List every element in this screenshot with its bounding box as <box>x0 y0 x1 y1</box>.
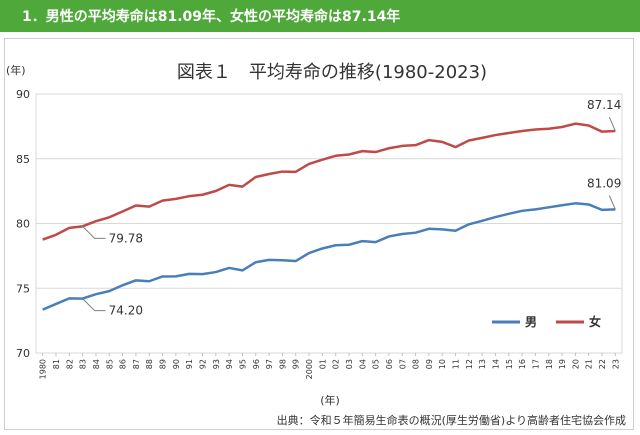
x-tick-label: 02 <box>332 359 341 369</box>
x-tick-label: 83 <box>79 359 88 369</box>
x-tick-label: 95 <box>238 359 247 369</box>
female-series-line <box>42 122 616 241</box>
y-tick-label: 80 <box>16 218 30 231</box>
x-tick-label: 17 <box>531 359 540 369</box>
x-tick-label: 18 <box>545 359 554 369</box>
source-note: 出典：令和５年簡易生命表の概況(厚生労働省)より高齢者住宅協会作成 <box>277 413 626 427</box>
annotation-leader <box>82 298 106 312</box>
x-tick-label: 92 <box>198 359 207 369</box>
male-series-line <box>42 202 616 311</box>
x-tick-label: 85 <box>105 359 114 369</box>
x-tick-label: 21 <box>585 359 594 369</box>
chart-frame <box>4 38 634 430</box>
x-tick-label: 97 <box>265 359 274 369</box>
x-tick-label: 15 <box>505 359 514 369</box>
x-axis-unit: (年) <box>320 393 340 407</box>
x-tick-label: 05 <box>372 359 381 369</box>
x-tick-label: 82 <box>65 359 74 369</box>
x-tick-label: 86 <box>119 359 128 369</box>
x-tick-label: 23 <box>611 359 620 369</box>
y-tick-label: 70 <box>16 347 30 360</box>
x-tick-label: 16 <box>518 359 527 369</box>
x-tick-label: 03 <box>345 359 354 369</box>
x-tick-label: 88 <box>145 359 154 369</box>
x-tick-label: 94 <box>225 359 234 369</box>
x-tick-label: 06 <box>385 359 394 369</box>
x-tick-label: 01 <box>318 359 327 369</box>
section-banner: 1．男性の平均寿命は81.09年、女性の平均寿命は87.14年 <box>0 0 640 32</box>
annotation-leader <box>608 116 616 132</box>
x-tick-label: 12 <box>465 359 474 369</box>
y-tick-labels: 70 75 80 85 90 <box>16 88 30 360</box>
x-tick-label: 93 <box>212 359 221 369</box>
x-tick-label: 22 <box>598 359 607 369</box>
x-tick-label: 98 <box>278 359 287 369</box>
x-tick-label: 19 <box>558 359 567 369</box>
legend-label-male: 男 <box>525 315 537 329</box>
chart-title: 図表１ 平均寿命の推移(1980-2023) <box>177 62 487 83</box>
x-tick-label: 84 <box>92 359 101 369</box>
x-tick-label: 81 <box>52 359 61 369</box>
x-tick-label: 90 <box>172 359 181 369</box>
x-tick-label: 14 <box>491 359 500 369</box>
x-tick-label: 09 <box>425 359 434 369</box>
y-axis-unit: (年) <box>6 63 26 77</box>
x-tick-label: 10 <box>438 359 447 369</box>
annotation-leader <box>82 225 106 239</box>
banner-title: 1．男性の平均寿命は81.09年、女性の平均寿命は87.14年 <box>22 9 401 25</box>
x-tick-label: 99 <box>292 359 301 369</box>
x-tick-label: 04 <box>358 359 367 369</box>
y-tick-label: 90 <box>16 88 30 101</box>
x-tick-label: 1980 <box>39 359 48 379</box>
data-label: 79.78 <box>109 231 143 245</box>
x-tick-label: 13 <box>478 359 487 369</box>
y-tick-label: 85 <box>16 153 30 166</box>
x-tick-labels: 1980 81 82 83 84 85 86 87 88 89 90 91 92 93 94 95 96 97 98… <box>39 359 621 379</box>
annotation-leader <box>608 195 616 210</box>
legend-label-female: 女 <box>589 314 601 329</box>
data-annotations: 74.20 79.78 81.09 87.14 <box>82 98 621 318</box>
x-tick-label: 91 <box>185 359 194 369</box>
x-tick-label: 08 <box>412 359 421 369</box>
data-label: 74.20 <box>109 304 143 318</box>
data-label: 87.14 <box>587 98 621 112</box>
data-label: 81.09 <box>587 176 621 190</box>
x-tick-label: 89 <box>159 359 168 369</box>
series-lines <box>42 122 616 311</box>
x-tick-label: 07 <box>398 359 407 369</box>
legend: 男女 <box>492 314 601 329</box>
x-tick-label: 11 <box>452 359 461 369</box>
x-tick-label: 2000 <box>305 359 314 379</box>
y-tick-label: 75 <box>16 282 30 295</box>
x-tick-label: 96 <box>252 359 261 369</box>
x-tick-label: 20 <box>571 359 580 369</box>
x-tick-label: 87 <box>132 359 141 369</box>
